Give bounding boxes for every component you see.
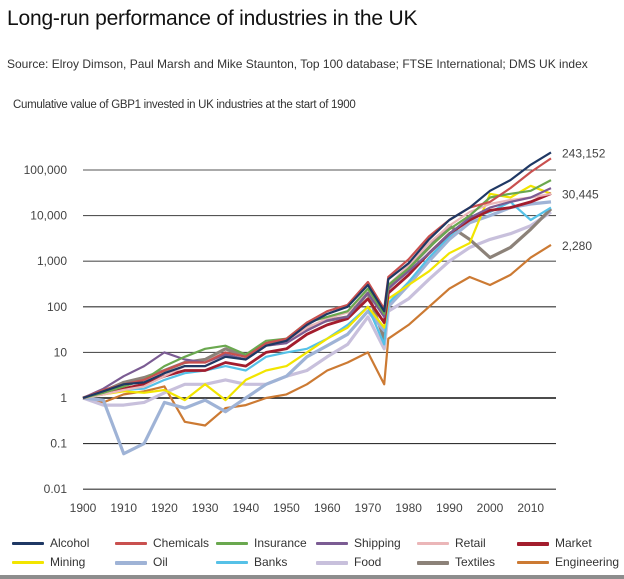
- legend-item-oil: Oil: [115, 554, 168, 570]
- series-line-textiles: [82, 207, 553, 400]
- legend-item-retail: Retail: [417, 535, 486, 551]
- series-line-shipping: [82, 187, 552, 400]
- y-tick-label: 0.01: [44, 482, 68, 496]
- legend-label: Textiles: [455, 555, 496, 569]
- x-tick-label: 1920: [151, 501, 178, 515]
- legend-item-banks: Banks: [216, 554, 287, 570]
- legend-label: Insurance: [254, 536, 307, 550]
- end-labels: 243,152 30,445 2,280: [562, 146, 606, 252]
- legend-item-engineering: Engineering: [517, 554, 619, 570]
- legend-label: Mining: [50, 555, 86, 569]
- end-value-label: 30,445: [562, 188, 599, 202]
- legend-item-shipping: Shipping: [316, 535, 401, 551]
- legend-swatch: [115, 542, 147, 546]
- legend-swatch: [316, 542, 348, 546]
- y-tick-label: 1,000: [37, 254, 67, 268]
- x-axis-ticks: 1900 1910 1920 1930 1940 1950 1960 1970 1980 1990…: [70, 501, 545, 515]
- end-value-label: 2,280: [562, 239, 592, 253]
- legend-swatch: [115, 560, 147, 565]
- legend-swatch: [12, 542, 44, 546]
- series-lines: [82, 151, 553, 456]
- chart-subtitle: Cumulative value of GBP1 invested in UK …: [13, 99, 356, 111]
- legend-item-chemicals: Chemicals: [115, 535, 209, 551]
- x-tick-label: 2010: [517, 501, 544, 515]
- legend-item-market: Market: [517, 535, 592, 551]
- legend-swatch: [517, 541, 549, 546]
- legend-label: Food: [354, 555, 382, 569]
- chart-title: Long-run performance of industries in th…: [7, 7, 418, 30]
- y-axis-ticks: 100,000 10,000 1,000 100 10 1 0.1 0.01: [24, 163, 68, 496]
- legend-swatch: [417, 560, 449, 565]
- y-tick-label: 10: [54, 345, 68, 359]
- x-tick-label: 1930: [192, 501, 219, 515]
- series-line-engineering: [82, 243, 552, 427]
- legend-item-mining: Mining: [12, 554, 85, 570]
- legend-swatch: [316, 560, 348, 565]
- x-tick-label: 1970: [355, 501, 382, 515]
- legend-label: Alcohol: [50, 536, 90, 550]
- series-line-banks: [82, 200, 552, 400]
- legend-swatch: [216, 561, 248, 565]
- legend-item-alcohol: Alcohol: [12, 535, 89, 551]
- legend-label: Banks: [254, 555, 288, 569]
- legend-label: Market: [555, 536, 592, 550]
- legend-label: Oil: [153, 555, 168, 569]
- y-tick-label: 0.1: [50, 437, 67, 451]
- x-tick-label: 1910: [110, 501, 137, 515]
- x-tick-label: 1990: [436, 501, 463, 515]
- series-line-food: [82, 210, 552, 407]
- x-tick-label: 2000: [477, 501, 504, 515]
- legend-item-insurance: Insurance: [216, 535, 307, 551]
- x-tick-label: 1900: [70, 501, 97, 515]
- y-tick-label: 100: [47, 300, 67, 314]
- legend-swatch: [216, 542, 248, 546]
- y-tick-label: 10,000: [30, 209, 67, 223]
- x-tick-label: 1940: [232, 501, 259, 515]
- legend-label: Retail: [455, 536, 486, 550]
- y-tick-label: 1: [60, 391, 67, 405]
- grid-lines: [83, 169, 556, 490]
- series-line-market: [82, 192, 552, 400]
- chart-source: Source: Elroy Dimson, Paul Marsh and Mik…: [7, 57, 588, 71]
- end-value-label: 243,152: [562, 146, 606, 160]
- y-tick-label: 100,000: [24, 163, 68, 177]
- series-line-mining: [82, 184, 552, 402]
- series-line-retail: [82, 192, 552, 400]
- x-tick-label: 1960: [314, 501, 341, 515]
- series-line-oil: [82, 200, 552, 456]
- legend-label: Shipping: [354, 536, 401, 550]
- legend-label: Chemicals: [153, 536, 210, 550]
- legend-label: Engineering: [555, 555, 620, 569]
- legend-swatch: [517, 561, 549, 565]
- legend-swatch: [417, 542, 449, 546]
- legend-swatch: [12, 561, 44, 565]
- x-tick-label: 1950: [273, 501, 300, 515]
- x-tick-label: 1980: [395, 501, 422, 515]
- series-line-alcohol: [82, 151, 552, 400]
- legend-item-food: Food: [316, 554, 381, 570]
- series-line-insurance: [82, 179, 552, 400]
- legend-item-textiles: Textiles: [417, 554, 495, 570]
- bottom-divider: [0, 575, 624, 579]
